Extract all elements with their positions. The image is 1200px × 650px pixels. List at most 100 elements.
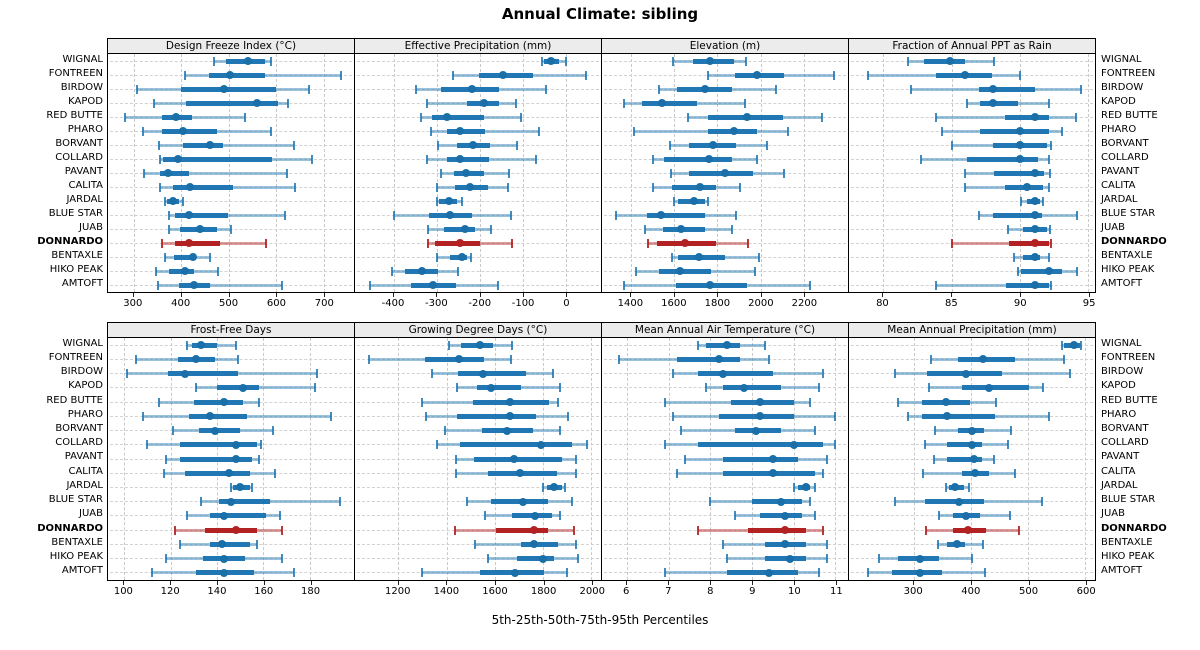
site-label: AMTOFT: [61, 565, 103, 577]
percentile-row: [849, 510, 1095, 522]
whisker-5-95: [430, 129, 540, 133]
median-dot: [1030, 113, 1039, 121]
whisker-cap-high: [544, 84, 547, 94]
iqr-bar-25-75: [210, 513, 266, 519]
percentile-row: [602, 353, 848, 365]
gridline-y: [357, 529, 599, 531]
whisker-cap-low: [151, 568, 154, 578]
plot-area: [848, 54, 1096, 293]
gridline-y: [110, 358, 352, 360]
whisker-cap-low: [643, 224, 646, 234]
iqr-bar-25-75: [444, 226, 475, 232]
median-dot: [695, 253, 704, 261]
percentile-row: [108, 209, 354, 221]
whisker-cap-high: [564, 56, 567, 66]
gridline-y: [357, 515, 599, 517]
percentile-row: [108, 69, 354, 81]
percentile-row: [602, 265, 848, 277]
median-dot: [455, 239, 464, 247]
x-tick: [630, 293, 632, 297]
median-dot: [1030, 225, 1039, 233]
iqr-bar-25-75: [175, 240, 221, 246]
whisker-cap-low: [680, 426, 683, 436]
whisker-cap-high: [284, 210, 287, 220]
x-tick: [566, 293, 568, 297]
whisker-cap-high: [566, 411, 569, 421]
median-dot: [946, 57, 955, 65]
median-dot: [984, 383, 993, 392]
whisker-cap-high: [182, 196, 185, 206]
gridline-y: [110, 214, 352, 216]
median-dot: [720, 169, 729, 177]
x-tick-label: -400: [381, 298, 405, 309]
gridline-y: [851, 543, 1093, 545]
percentile-row: [602, 279, 848, 291]
whisker-cap-low: [977, 210, 980, 220]
percentile-row: [355, 83, 601, 95]
iqr-bar-25-75: [646, 212, 705, 218]
site-label: KAPOD: [68, 380, 103, 392]
whisker-cap-high: [519, 112, 522, 122]
whisker-cap-low: [709, 497, 712, 507]
x-tick-label: 7: [665, 586, 672, 597]
percentile-row: [849, 167, 1095, 179]
whisker-cap-low: [663, 397, 666, 407]
whisker-cap-high: [510, 238, 513, 248]
median-dot: [205, 141, 214, 149]
percentile-row: [108, 553, 354, 565]
percentile-row: [108, 453, 354, 465]
whisker-cap-low: [466, 497, 469, 507]
whisker-cap-low: [893, 497, 896, 507]
iqr-bar-25-75: [174, 254, 197, 260]
median-dot: [695, 183, 704, 191]
whisker-cap-high: [255, 539, 258, 549]
whisker-cap-high: [1048, 224, 1051, 234]
x-axis: 300 400 500 600 700: [107, 293, 355, 315]
whisker-cap-high: [763, 340, 766, 350]
plot-area: [848, 338, 1096, 581]
whisker-cap-high: [809, 397, 812, 407]
median-dot: [417, 267, 426, 275]
plot-area: [601, 338, 849, 581]
whisker-cap-high: [243, 112, 246, 122]
whisker-cap-low: [453, 525, 456, 535]
median-dot: [1015, 127, 1024, 135]
whisker-cap-low: [183, 70, 186, 80]
percentile-row: [108, 111, 354, 123]
gridline-y: [604, 186, 846, 188]
x-tick: [310, 581, 312, 585]
median-dot: [961, 369, 970, 378]
iqr-bar-25-75: [722, 470, 815, 476]
x-tick-label: 140: [207, 586, 227, 597]
whisker-cap-high: [208, 252, 211, 262]
whisker-cap-high: [257, 454, 260, 464]
percentile-row: [108, 339, 354, 351]
percentile-row: [355, 195, 601, 207]
iqr-bar-25-75: [189, 413, 248, 419]
whisker-cap-low: [866, 568, 869, 578]
whisker-cap-high: [1041, 383, 1044, 393]
gridline-y: [110, 144, 352, 146]
percentile-row: [602, 453, 848, 465]
whisker-cap-low: [935, 280, 938, 290]
whisker-cap-high: [315, 369, 318, 379]
whisker-cap-low: [920, 154, 923, 164]
median-dot: [968, 440, 976, 449]
median-dot: [656, 211, 665, 219]
x-tick: [228, 293, 230, 297]
whisker-cap-high: [1017, 525, 1020, 535]
x-tick: [263, 581, 265, 585]
whisker-cap-high: [577, 554, 580, 564]
percentile-row: [355, 97, 601, 109]
site-label: AMTOFT: [61, 277, 103, 289]
median-dot: [789, 440, 798, 449]
x-tick: [1020, 293, 1022, 297]
x-axis: 300 400 500 600: [848, 581, 1096, 603]
gridline-y: [851, 401, 1093, 403]
site-label: PHARO: [67, 408, 103, 420]
whisker-cap-low: [686, 112, 689, 122]
median-dot: [480, 99, 489, 107]
x-tick: [1089, 293, 1091, 297]
iqr-bar-25-75: [658, 268, 712, 274]
gridline-y: [604, 501, 846, 503]
